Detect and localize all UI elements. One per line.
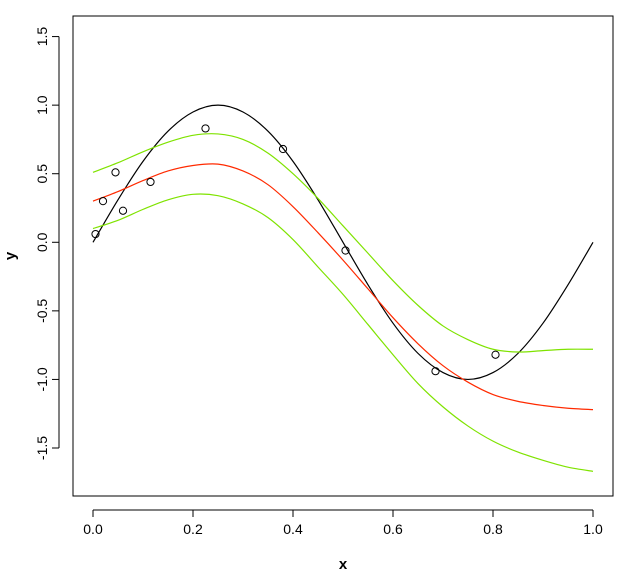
data-point	[201, 124, 210, 133]
data-point	[91, 229, 100, 239]
x-tick-label: 0.0	[83, 521, 103, 537]
y-tick-label: -1.5	[34, 436, 50, 460]
data-point	[118, 206, 128, 215]
x-tick-label: 0.2	[183, 521, 203, 537]
x-tick-label: 0.8	[483, 521, 503, 537]
x-axis: 0.0 0.2 0.4 0.6 0.8 1.0	[83, 509, 603, 537]
data-point	[491, 350, 500, 359]
data-point	[431, 367, 440, 376]
y-tick-label: -0.5	[34, 299, 50, 323]
x-tick-label: 1.0	[583, 521, 603, 537]
y-tick-label: 0.5	[34, 164, 50, 184]
y-axis-title: y	[2, 251, 19, 260]
x-axis-title: x	[339, 556, 348, 573]
y-tick-label: 1.0	[34, 95, 50, 115]
data-point	[111, 168, 120, 177]
upper-band-line	[92, 133, 594, 353]
lower-band-line	[92, 193, 594, 472]
data-point	[341, 246, 350, 255]
x-tick-label: 0.4	[283, 521, 303, 537]
fitted-line	[92, 163, 594, 411]
data-point	[146, 177, 155, 187]
y-tick-label: 0.0	[34, 232, 50, 252]
y-tick-label: -1.0	[34, 367, 50, 391]
y-tick-label: 1.5	[34, 27, 50, 47]
plot-frame	[72, 15, 614, 497]
data-point	[278, 144, 288, 154]
data-point	[98, 197, 108, 206]
series-layer	[92, 104, 594, 472]
true-function-line	[92, 104, 594, 381]
points-layer	[91, 124, 500, 376]
x-tick-label: 0.6	[383, 521, 403, 537]
y-axis: -1.5 -1.0 -0.5 0.0 0.5 1.0 1.5	[34, 27, 60, 460]
